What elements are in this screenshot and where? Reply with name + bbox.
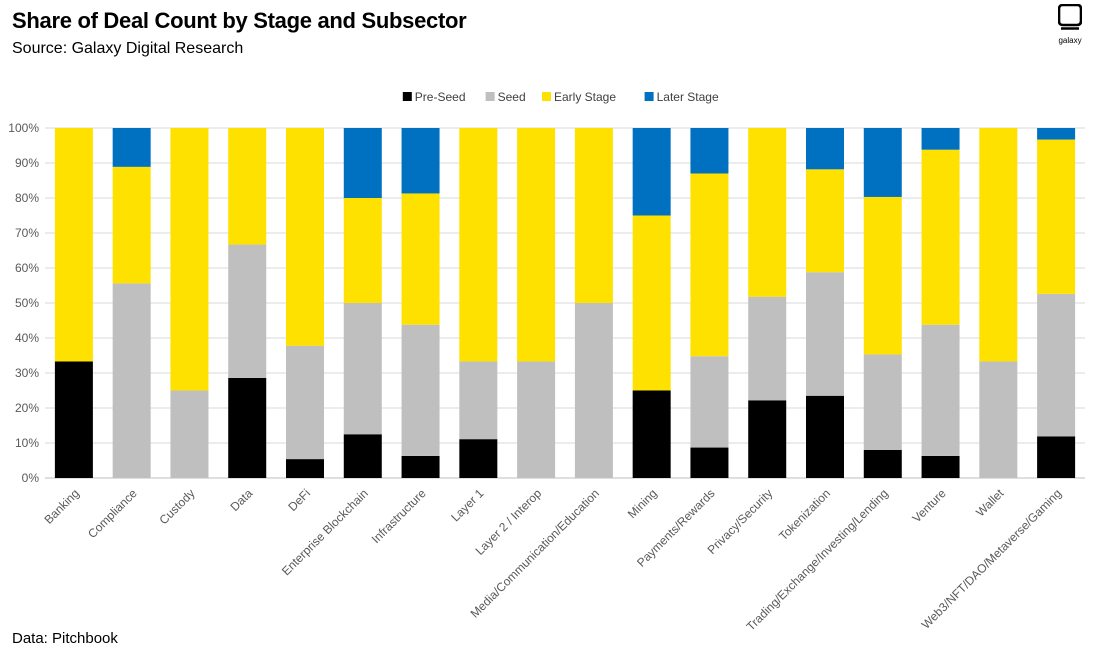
bar-early-stage [863,196,902,355]
bar-seed [748,296,787,401]
bar-early-stage [170,128,209,391]
bar-pre-seed [863,450,902,478]
y-axis: 0% 10% 20% 30% 40% 50% 60% 70% 80% 90% 100% [8,121,1085,485]
bar-later-stage [632,128,671,216]
bar-early-stage [632,215,671,391]
y-tick-label: 100% [8,121,39,135]
y-tick-label: 20% [15,401,39,415]
bar-later-stage [343,128,382,198]
bar-seed [459,361,498,440]
legend-swatch [485,92,495,101]
bar-pre-seed [806,395,844,478]
bar-seed [806,272,844,396]
bar-early-stage [921,149,960,325]
legend-label: Seed [498,90,526,104]
legend-label: Early Stage [554,90,616,104]
bar-pre-seed [748,400,787,478]
chart-title: Share of Deal Count by Stage and Subsect… [12,8,467,33]
x-tick-label: Infrastructure [369,486,429,546]
bar-seed [170,390,209,478]
y-tick-label: 50% [15,296,39,310]
bar-pre-seed [401,455,440,478]
y-tick-label: 60% [15,261,39,275]
bar-seed [1037,293,1076,437]
x-tick-label: Banking [41,486,82,527]
x-tick-label: Media/Communication/Education [468,486,602,620]
bar-seed [228,244,267,378]
x-tick-label: Tokenization [776,486,833,543]
x-tick-label: Venture [910,486,949,525]
bar-pre-seed [459,439,498,478]
bar-pre-seed [54,361,93,478]
legend-swatch [644,92,654,101]
bar-seed [921,324,960,456]
bar-early-stage [112,166,151,284]
bar-early-stage [228,128,267,245]
bar-early-stage [1037,139,1076,294]
bar-seed [574,303,613,478]
bar-seed [112,283,151,478]
bar-pre-seed [921,455,960,478]
y-tick-label: 0% [22,471,40,485]
bar-early-stage [806,169,844,273]
bar-later-stage [863,128,902,197]
bar-early-stage [979,128,1018,362]
bar-later-stage [690,128,729,174]
legend-label: Pre-Seed [415,90,466,104]
legend-label: Later Stage [657,90,719,104]
x-tick-label: Layer 1 [448,486,486,524]
bar-early-stage [690,173,729,357]
galaxy-logo: galaxy [1052,3,1088,45]
y-tick-label: 90% [15,156,39,170]
bar-later-stage [112,128,151,167]
y-tick-label: 70% [15,226,39,240]
bar-early-stage [517,128,556,362]
bar-early-stage [54,128,93,362]
data-source-note: Data: Pitchbook [12,630,118,647]
bar-pre-seed [228,377,267,478]
gridlines [45,127,1085,479]
bar-seed [401,324,440,456]
y-tick-label: 10% [15,436,39,450]
bar-early-stage [748,128,787,297]
bar-seed [286,345,324,460]
bar-early-stage [459,128,498,362]
bar-pre-seed [286,459,324,478]
y-tick-label: 30% [15,366,39,380]
legend-swatch [542,92,551,101]
bar-seed [863,354,902,450]
x-tick-label: Mining [625,486,660,521]
bar-pre-seed [690,447,729,478]
logo-text: galaxy [1058,36,1082,45]
y-tick-label: 40% [15,331,39,345]
bar-pre-seed [632,390,671,478]
x-tick-label: Wallet [973,486,1007,520]
bar-early-stage [286,128,324,346]
bar-early-stage [343,198,382,303]
x-tick-label: Compliance [85,486,140,541]
bar-later-stage [1037,128,1076,140]
x-tick-label: Custody [157,486,198,527]
galaxy-logo-icon [1057,3,1083,30]
bar-later-stage [806,128,844,170]
x-tick-label: DeFi [285,486,313,514]
y-tick-label: 80% [15,191,39,205]
bar-seed [517,361,556,478]
legend: Pre-Seed Seed Early Stage Later Stage [402,90,719,104]
bar-later-stage [401,128,440,194]
stacked-bar-chart: 0% 10% 20% 30% 40% 50% 60% 70% 80% 90% 100% Bankin… [8,90,1085,630]
bar-seed [979,361,1018,478]
bar-seed [690,356,729,448]
legend-swatch [402,92,412,101]
bar-seed [343,303,382,435]
bar-pre-seed [343,434,382,478]
x-tick-label: Data [228,486,256,514]
chart-subtitle: Source: Galaxy Digital Research [12,40,244,57]
bar-later-stage [921,128,960,150]
bar-early-stage [401,193,440,325]
bar-early-stage [574,128,613,303]
x-axis: Banking Compliance Custody Data DeFiEnterpri… [41,486,1064,630]
bar-series [54,128,1076,478]
bar-pre-seed [1037,436,1076,478]
